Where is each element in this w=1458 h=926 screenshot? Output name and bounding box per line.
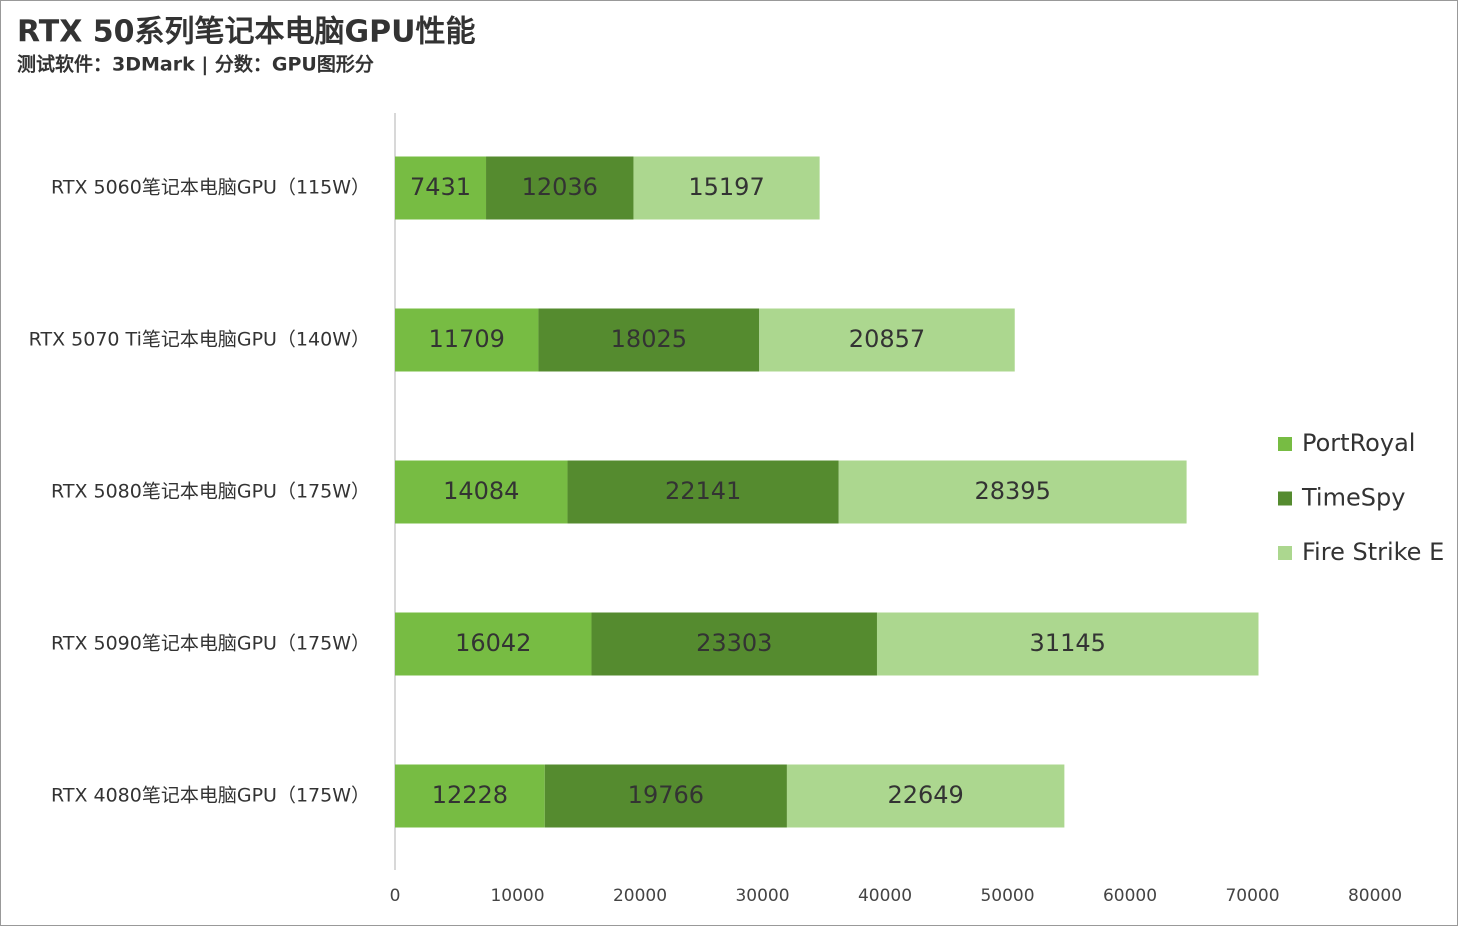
value-label: 7431 xyxy=(410,173,471,201)
x-tick-label: 0 xyxy=(390,886,401,906)
bar-segment xyxy=(395,764,545,828)
y-tick-label: RTX 5070 Ti笔记本电脑GPU（140W） xyxy=(29,329,370,351)
y-tick-label: RTX 5080笔记本电脑GPU（175W） xyxy=(51,481,370,503)
value-label: 16042 xyxy=(455,629,531,657)
value-label: 19766 xyxy=(628,781,704,809)
y-tick-label: RTX 5090笔记本电脑GPU（175W） xyxy=(51,633,370,655)
bar-segment xyxy=(544,764,787,828)
x-tick-label: 10000 xyxy=(490,886,544,906)
value-label: 11709 xyxy=(429,325,505,353)
x-tick-label: 60000 xyxy=(1103,886,1157,906)
x-tick-label: 30000 xyxy=(735,886,789,906)
value-label: 12036 xyxy=(522,173,598,201)
bar-segment xyxy=(759,308,1015,372)
bar-segment xyxy=(395,612,592,676)
bar-segment xyxy=(838,460,1187,524)
legend-swatch xyxy=(1278,546,1292,560)
bar-segment xyxy=(486,156,634,220)
x-tick-label: 20000 xyxy=(613,886,667,906)
value-label: 31145 xyxy=(1030,629,1106,657)
bar-segment xyxy=(876,612,1259,676)
bar-segment xyxy=(786,764,1065,828)
x-tick-label: 40000 xyxy=(858,886,912,906)
legend-swatch xyxy=(1278,437,1292,451)
legend-label: PortRoyal xyxy=(1302,429,1415,457)
value-label: 22649 xyxy=(887,781,963,809)
value-label: 14084 xyxy=(443,477,519,505)
bar-segment xyxy=(591,612,877,676)
bar-segment xyxy=(395,460,568,524)
legend-label: TimeSpy xyxy=(1301,484,1405,512)
bar-segment xyxy=(395,308,539,372)
bar-segment xyxy=(633,156,820,220)
y-tick-label: RTX 5060笔记本电脑GPU（115W） xyxy=(51,177,370,199)
bar-segment xyxy=(538,308,760,372)
legend-swatch xyxy=(1278,491,1292,506)
value-label: 12228 xyxy=(432,781,508,809)
y-tick-label: RTX 4080笔记本电脑GPU（175W） xyxy=(51,785,370,807)
x-tick-label: 50000 xyxy=(980,886,1034,906)
value-label: 15197 xyxy=(688,173,764,201)
x-tick-label: 70000 xyxy=(1225,886,1279,906)
bar-segment xyxy=(395,156,487,220)
value-label: 23303 xyxy=(696,629,772,657)
value-label: 22141 xyxy=(665,477,741,505)
x-tick-label: 80000 xyxy=(1348,886,1402,906)
value-label: 18025 xyxy=(611,325,687,353)
legend-label: Fire Strike E xyxy=(1302,538,1444,566)
value-label: 28395 xyxy=(974,477,1050,505)
chart-title: RTX 50系列笔记本电脑GPU性能 xyxy=(17,15,476,50)
value-label: 20857 xyxy=(849,325,925,353)
chart-subtitle: 测试软件：3DMark | 分数：GPU图形分 xyxy=(17,53,374,76)
bar-segment xyxy=(567,460,839,524)
